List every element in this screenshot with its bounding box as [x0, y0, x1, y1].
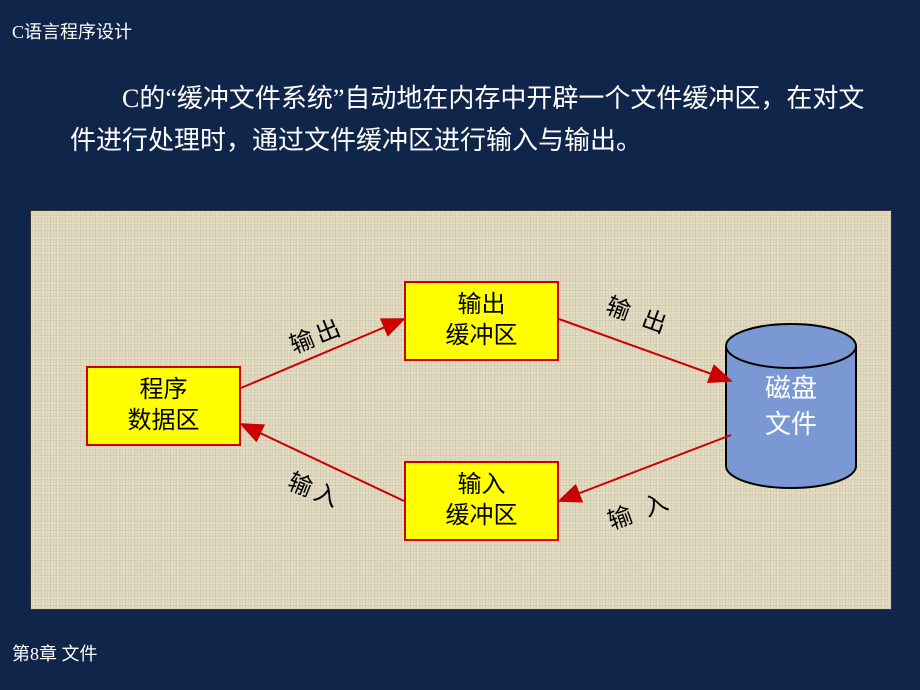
slide: C语言程序设计 C的“缓冲文件系统”自动地在内存中开辟一个文件缓冲区，在对文件进…	[0, 0, 920, 690]
edge-label-in2: 输入	[283, 462, 348, 515]
node-label: 数据区	[128, 406, 200, 437]
diagram-panel: 程序 数据区 输出 缓冲区 输入 缓冲区 磁盘 文件 输出 输 出 输 入 输入	[30, 210, 892, 610]
node-label: 输出	[458, 290, 506, 321]
node-input-buffer: 输入 缓冲区	[404, 461, 559, 541]
node-label: 缓冲区	[446, 321, 518, 352]
node-label: 输入	[458, 470, 506, 501]
node-output-buffer: 输出 缓冲区	[404, 281, 559, 361]
node-label: 程序	[140, 375, 188, 406]
edge-label-out1: 输出	[283, 307, 348, 360]
edge-label-out2: 输 出	[602, 286, 676, 341]
node-label: 缓冲区	[446, 501, 518, 532]
node-disk-file: 磁盘 文件	[726, 371, 856, 444]
node-program-data: 程序 数据区	[86, 366, 241, 446]
node-label: 磁盘	[765, 374, 817, 403]
slide-footer: 第8章 文件	[12, 640, 98, 666]
node-label: 文件	[765, 410, 817, 439]
slide-header: C语言程序设计	[12, 18, 132, 44]
slide-body-text: C的“缓冲文件系统”自动地在内存中开辟一个文件缓冲区，在对文件进行处理时，通过文…	[70, 78, 880, 161]
edge-label-in1: 输 入	[602, 481, 676, 536]
